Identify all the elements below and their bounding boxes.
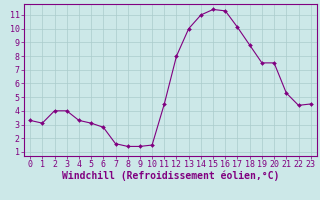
X-axis label: Windchill (Refroidissement éolien,°C): Windchill (Refroidissement éolien,°C) (62, 171, 279, 181)
